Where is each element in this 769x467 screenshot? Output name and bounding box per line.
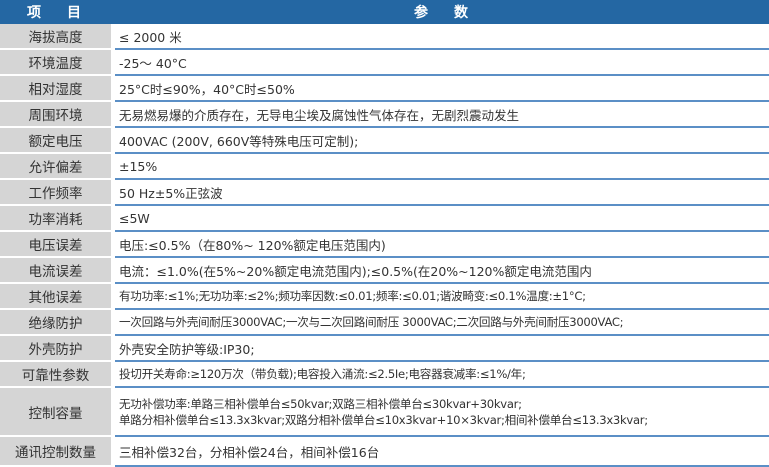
row-value-text: 投切开关寿命:≥120万次（带负载);电容投入涌流:≤2.5Ie;电容器衰减率:…	[119, 367, 526, 381]
row-value: 400VAC (200V, 660V等特殊电压可定制);	[115, 128, 769, 154]
header-params: 参数	[113, 2, 769, 22]
row-value: 50 Hz±5%正弦波	[115, 180, 769, 206]
header-param-char: 参	[414, 5, 428, 21]
table-row: 工作频率 50 Hz±5%正弦波	[0, 180, 769, 206]
header-item-char: 目	[67, 5, 81, 21]
header-item: 项目	[0, 2, 113, 22]
row-value-text: ≤ 2000 米	[119, 29, 182, 45]
row-value-text: 电压:≤0.5%（在80%~ 120%额定电压范围内)	[119, 237, 386, 253]
row-value-text: 25°C时≤90%，40°C时≤50%	[119, 81, 295, 97]
table-row: 周围环境 无易燃易爆的介质存在，无导电尘埃及腐蚀性气体存在，无剧烈震动发生	[0, 102, 769, 128]
table-row: 电压误差 电压:≤0.5%（在80%~ 120%额定电压范围内)	[0, 232, 769, 258]
row-label: 环境温度	[0, 50, 111, 76]
row-value: 无功补偿功率:单路三相补偿单台≤50kvar;双路三相补偿单台≤30kvar+3…	[115, 388, 769, 437]
table-row: 通讯控制数量 三相补偿32台，分相补偿24台，相间补偿16台	[0, 437, 769, 467]
table-row: 可靠性参数 投切开关寿命:≥120万次（带负载);电容投入涌流:≤2.5Ie;电容…	[0, 362, 769, 388]
row-label: 工作频率	[0, 180, 111, 206]
row-value: 有功功率:≤1%;无功功率:≤2%;频功率因数:≤0.01;频率:≤0.01;谐…	[115, 284, 769, 310]
table-row: 其他误差 有功功率:≤1%;无功功率:≤2%;频功率因数:≤0.01;频率:≤0.…	[0, 284, 769, 310]
table-row: 海拔高度 ≤ 2000 米	[0, 24, 769, 50]
row-label: 功率消耗	[0, 206, 111, 232]
row-label: 其他误差	[0, 284, 111, 310]
header-item-char: 项	[27, 5, 41, 21]
row-value: 外壳安全防护等级:IP30;	[115, 336, 769, 362]
row-label: 绝缘防护	[0, 310, 111, 336]
row-label: 周围环境	[0, 102, 111, 128]
row-value: 无易燃易爆的介质存在，无导电尘埃及腐蚀性气体存在，无剧烈震动发生	[115, 102, 769, 128]
row-value-text: 有功功率:≤1%;无功功率:≤2%;频功率因数:≤0.01;频率:≤0.01;谐…	[119, 289, 586, 303]
table-header: 项目 参数	[0, 0, 769, 24]
row-value: 25°C时≤90%，40°C时≤50%	[115, 76, 769, 102]
table-row: 外壳防护 外壳安全防护等级:IP30;	[0, 336, 769, 362]
row-value-text: 50 Hz±5%正弦波	[119, 185, 223, 201]
row-label: 电压误差	[0, 232, 111, 258]
row-value-text: 一次回路与外壳间耐压3000VAC;一次与二次回路间耐压 3000VAC;二次回…	[119, 315, 624, 329]
table-row: 允许偏差 ±15%	[0, 154, 769, 180]
row-value-text: 电流：≤1.0%(在5%~20%额定电流范围内);≤0.5%(在20%~120%…	[119, 263, 592, 279]
row-label: 通讯控制数量	[0, 437, 111, 467]
table-row: 相对湿度 25°C时≤90%，40°C时≤50%	[0, 76, 769, 102]
row-label: 控制容量	[0, 388, 111, 437]
table-row: 绝缘防护 一次回路与外壳间耐压3000VAC;一次与二次回路间耐压 3000VAC…	[0, 310, 769, 336]
row-value-text: 三相补偿32台，分相补偿24台，相间补偿16台	[119, 444, 380, 460]
header-param-char: 数	[454, 5, 468, 21]
row-value: 三相补偿32台，分相补偿24台，相间补偿16台	[115, 437, 769, 467]
table-row: 功率消耗 ≤5W	[0, 206, 769, 232]
row-value: 投切开关寿命:≥120万次（带负载);电容投入涌流:≤2.5Ie;电容器衰减率:…	[115, 362, 769, 388]
row-label: 允许偏差	[0, 154, 111, 180]
row-value: -25～ 40°C	[115, 50, 769, 76]
table-row: 电流误差 电流：≤1.0%(在5%~20%额定电流范围内);≤0.5%(在20%~…	[0, 258, 769, 284]
row-value: 电流：≤1.0%(在5%~20%额定电流范围内);≤0.5%(在20%~120%…	[115, 258, 769, 284]
row-value: ±15%	[115, 154, 769, 180]
table-row: 额定电压 400VAC (200V, 660V等特殊电压可定制);	[0, 128, 769, 154]
row-value: ≤5W	[115, 206, 769, 232]
row-label: 外壳防护	[0, 336, 111, 362]
row-label: 电流误差	[0, 258, 111, 284]
row-value-text: ±15%	[119, 158, 158, 174]
table-row: 环境温度 -25～ 40°C	[0, 50, 769, 76]
row-value-text: 无易燃易爆的介质存在，无导电尘埃及腐蚀性气体存在，无剧烈震动发生	[119, 107, 520, 123]
row-value-text: ≤5W	[119, 210, 150, 226]
table-row: 控制容量 无功补偿功率:单路三相补偿单台≤50kvar;双路三相补偿单台≤30kv…	[0, 388, 769, 437]
spec-table: 海拔高度 ≤ 2000 米环境温度 -25～ 40°C 相对湿度 25°C时≤90%，4…	[0, 24, 769, 467]
row-label: 相对湿度	[0, 76, 111, 102]
row-label: 额定电压	[0, 128, 111, 154]
row-value: ≤ 2000 米	[115, 24, 769, 50]
row-value: 一次回路与外壳间耐压3000VAC;一次与二次回路间耐压 3000VAC;二次回…	[115, 310, 769, 336]
row-value-text-line2: 单路分相补偿单台≤13.3x3kvar;双路分相补偿单台≤10x3kvar+10…	[119, 412, 648, 427]
row-value-text: 无功补偿功率:单路三相补偿单台≤50kvar;双路三相补偿单台≤30kvar+3…	[119, 396, 522, 411]
row-value: 电压:≤0.5%（在80%~ 120%额定电压范围内)	[115, 232, 769, 258]
row-label: 可靠性参数	[0, 362, 111, 388]
row-value-text: 400VAC (200V, 660V等特殊电压可定制);	[119, 133, 359, 149]
row-label: 海拔高度	[0, 24, 111, 50]
row-value-text: 外壳安全防护等级:IP30;	[119, 341, 255, 357]
row-value-text: -25～ 40°C	[119, 55, 187, 71]
